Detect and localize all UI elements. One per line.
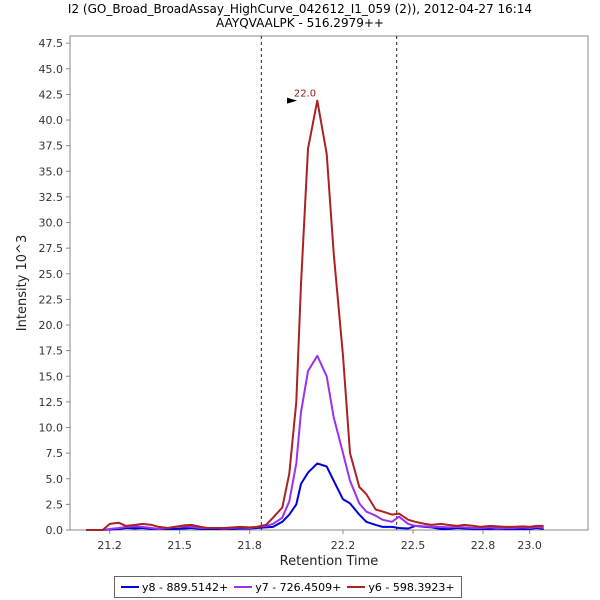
legend-item: y7 - 726.4509+ [234,581,341,594]
series-line [86,462,544,531]
peak-arrow-icon [287,97,297,104]
legend-label: y6 - 598.3923+ [368,580,455,594]
legend-item: y6 - 598.3923+ [347,580,455,594]
y-tick-label: 17.5 [39,345,64,358]
y-tick-label: 45.0 [39,63,64,76]
y-tick-label: 27.5 [39,242,64,255]
legend-swatch [347,586,366,588]
plot-area [69,35,589,531]
y-tick-label: 20.0 [39,319,64,332]
legend-swatch [121,586,139,588]
legend-label: y8 - 889.5142+ [142,580,229,594]
y-tick-label: 5.0 [46,473,64,486]
legend-item: y8 - 889.5142+ [121,581,228,594]
chart-legend: y8 - 889.5142+ y7 - 726.4509+ y6 - 598.392… [114,576,462,598]
y-tick-label: 37.5 [39,140,64,153]
y-tick-label: 40.0 [39,114,64,127]
x-tick-label: 21.5 [167,539,192,552]
x-tick-label: 22.8 [471,539,496,552]
y-tick-label: 2.5 [46,498,64,511]
x-tick-label: 21.2 [97,539,122,552]
y-tick-label: 32.5 [39,191,64,204]
y-tick-label: 30.0 [39,217,64,230]
x-tick-label: 23.0 [517,539,542,552]
legend-swatch [234,586,253,588]
y-tick-label: 10.0 [39,422,64,435]
y-tick-label: 7.5 [46,447,64,460]
y-axis-label: Intensity 10^3 [15,235,30,331]
y-tick-label: 35.0 [39,165,64,178]
x-tick-label: 22.5 [401,539,426,552]
y-tick-label: 42.5 [39,88,64,101]
x-tick-label: 22.2 [331,539,356,552]
x-axis-label: Retention Time [280,554,379,569]
peak-label: 22.0 [294,89,316,100]
x-tick-label: 21.8 [237,539,262,552]
y-tick-label: 0.0 [46,524,64,537]
chart-title: I2 (GO_Broad_BroadAssay_HighCurve_042612… [67,2,533,16]
y-tick-label: 25.0 [39,268,64,281]
y-tick-label: 12.5 [39,396,64,409]
legend-label: y7 - 726.4509+ [255,580,342,594]
chart-subtitle: AAYQVAALPK - 516.2979++ [216,16,384,30]
y-tick-label: 22.5 [39,293,64,306]
y-tick-label: 47.5 [39,37,64,50]
y-tick-label: 15.0 [39,370,64,383]
series-line [86,99,544,531]
